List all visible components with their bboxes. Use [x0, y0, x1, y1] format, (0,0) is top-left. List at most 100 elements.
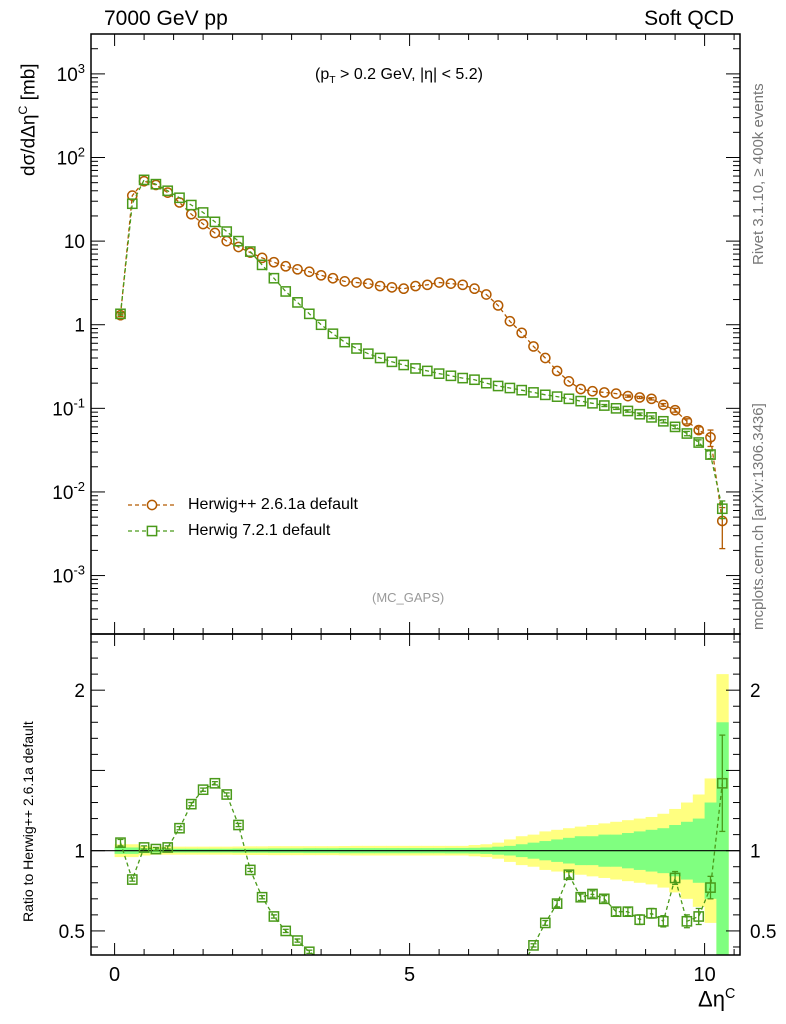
herwigpp-point-marker	[280, 260, 292, 272]
ratio-herwig7-point-marker	[376, 981, 385, 990]
herwig7-point-marker	[398, 359, 410, 371]
ratio-y-tick-label-right: 2	[750, 681, 761, 702]
ratio-herwig7-point-marker	[423, 989, 432, 998]
ratio-y-tick-label: 2	[74, 681, 85, 702]
ratio-herwig7-point-marker	[315, 954, 327, 955]
herwigpp-point-marker	[622, 390, 634, 402]
herwigpp-point-marker	[693, 424, 705, 436]
herwig7-point-marker	[138, 174, 150, 186]
ratio-herwig7-point-marker	[209, 777, 221, 789]
herwig7-point-marker	[185, 199, 197, 211]
cut-annotation: (pT > 0.2 GeV, |η| < 5.2)	[315, 66, 483, 87]
herwigpp-point-marker	[681, 415, 693, 427]
herwigpp-point-marker	[374, 280, 386, 292]
herwig7-point-line	[119, 179, 723, 509]
ratio-herwig7-point-marker	[174, 822, 185, 834]
herwig7-point-marker	[504, 382, 516, 394]
header-right-label: Soft QCD	[644, 7, 734, 30]
herwigpp-point-marker	[705, 431, 716, 443]
herwig7-point-marker	[598, 400, 610, 411]
main-y-tick-label: 1	[74, 316, 85, 337]
ratio-herwig7-point-marker	[244, 864, 256, 876]
ratio-herwig7-point-marker	[115, 837, 126, 848]
ratio-herwig7-point-marker	[563, 869, 575, 881]
x-tick-label: 5	[404, 964, 415, 986]
ratio-herwig7-point-marker	[162, 842, 174, 853]
ratio-herwig7-point-marker	[539, 917, 551, 929]
legend-sample-marker	[146, 525, 158, 537]
x-axis-label: ΔηC	[698, 986, 736, 1012]
ratio-herwig7-point-marker	[138, 842, 150, 853]
herwigpp-point-marker	[669, 404, 681, 416]
herwigpp-point-marker	[516, 327, 528, 339]
herwigpp-point-marker	[445, 278, 457, 289]
herwig7-point-marker	[646, 412, 657, 423]
herwigpp-point-marker	[410, 280, 421, 292]
herwigpp-point-marker	[197, 218, 209, 230]
herwig7-point-marker	[303, 308, 315, 320]
ratio-herwig7-point-marker	[126, 874, 138, 885]
ratio-herwig7-point-marker	[587, 888, 598, 900]
herwig7-point-marker	[174, 192, 185, 204]
ratio-herwig7-point-marker	[470, 991, 479, 1000]
ratio-herwig7-point-marker	[681, 915, 693, 927]
x-tick-label: 10	[693, 964, 715, 986]
ratio-herwig7-point-marker	[197, 784, 209, 796]
herwig7-point-marker	[374, 352, 386, 364]
herwig7-point-marker	[563, 393, 575, 405]
herwig7-point-marker	[292, 297, 303, 308]
herwigpp-point-marker	[303, 266, 315, 278]
herwigpp-point-marker	[233, 241, 244, 253]
ratio-herwig7-point-marker	[517, 963, 526, 972]
ratio-herwig7-point-marker	[634, 914, 646, 926]
herwig7-point-marker	[669, 421, 681, 433]
ratio-herwig7-point-marker	[705, 882, 716, 893]
ratio-plot-frame	[90, 633, 741, 956]
herwigpp-point-marker	[563, 376, 575, 387]
herwig7-point-marker	[339, 336, 351, 348]
ratio-herwig7-point-marker	[280, 925, 292, 937]
herwig7-point-marker	[657, 415, 669, 427]
legend-sample-marker	[146, 499, 158, 511]
herwig7-point-marker	[516, 384, 528, 396]
herwigpp-point-marker	[457, 279, 469, 291]
ratio-y-tick-label-right: 1	[750, 842, 761, 863]
herwigpp-point-marker	[256, 252, 268, 264]
main-y-tick-label: 10	[64, 232, 85, 253]
herwigpp-point-marker	[351, 277, 362, 288]
herwigpp-point-marker	[575, 383, 587, 395]
herwigpp-point-marker	[528, 341, 539, 352]
herwigpp-point-marker	[433, 277, 445, 288]
herwigpp-point-marker	[292, 263, 303, 275]
ratio-herwig7-point-marker	[411, 987, 420, 996]
main-y-tick-label: 10-3	[52, 563, 85, 588]
ratio-herwig7-point-marker	[435, 991, 444, 1000]
herwigpp-point-marker	[469, 283, 480, 295]
herwigpp-point-marker	[209, 227, 221, 239]
herwig7-point-marker	[315, 319, 327, 331]
herwig7-point-marker	[634, 408, 646, 420]
herwig7-point-marker	[587, 397, 598, 409]
herwig7-point-marker	[221, 226, 233, 237]
herwig7-point-marker	[539, 389, 551, 401]
ratio-herwig7-point-line	[119, 782, 723, 955]
herwig7-point-marker	[421, 365, 433, 377]
herwigpp-point-marker	[386, 281, 398, 293]
main-y-tick-label: 10-1	[52, 395, 85, 420]
herwig7-point-marker	[575, 395, 587, 407]
main-y-axis-label: dσ/dΔηC [mb]	[16, 63, 40, 176]
herwig7-point-marker	[351, 343, 362, 354]
ratio-herwig7-point-marker	[551, 898, 563, 909]
herwigpp-point-marker	[587, 385, 598, 397]
herwigpp-point-marker	[339, 276, 351, 287]
ratio-herwig7-point-marker	[494, 986, 503, 995]
herwig7-point-marker	[433, 368, 445, 379]
ratio-herwig7-point-marker	[256, 891, 268, 903]
herwigpp-point-marker	[362, 278, 374, 289]
herwig7-point-marker	[256, 259, 268, 271]
ratio-herwig7-point-marker	[150, 843, 162, 855]
herwig7-point-marker	[716, 503, 728, 515]
ratio-herwig7-point-marker	[364, 979, 373, 988]
herwig7-point-marker	[386, 356, 398, 368]
